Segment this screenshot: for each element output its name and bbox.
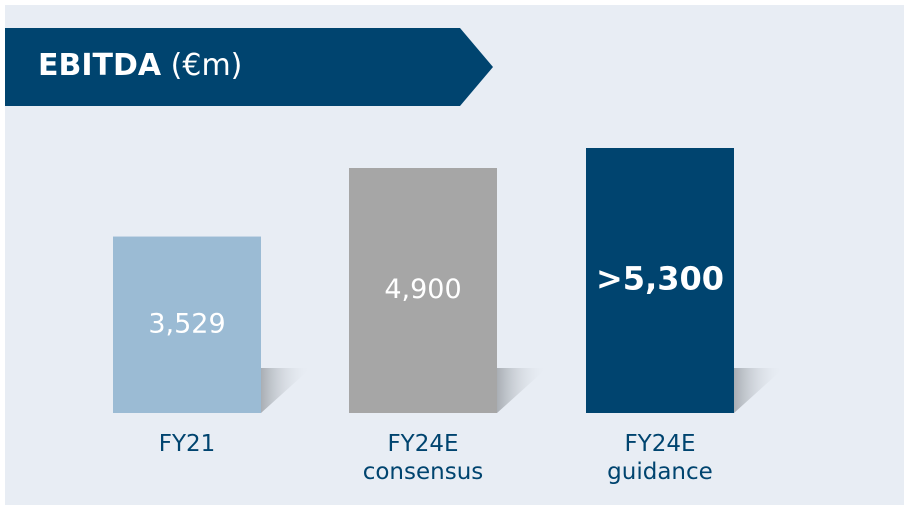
bar-shadow: [261, 368, 311, 413]
title-unit: (€m): [170, 48, 243, 83]
title-main: EBITDA: [38, 48, 162, 83]
bar-shadow: [497, 368, 547, 413]
bar: [586, 148, 734, 413]
title: EBITDA (€m): [38, 46, 242, 86]
category-label: FY24E consensus: [362, 431, 484, 485]
value-label: 4,900: [384, 274, 461, 305]
value-label: 3,529: [148, 308, 225, 339]
bar: [349, 168, 497, 413]
bar: [113, 236, 261, 413]
category-label: FY21: [158, 431, 216, 457]
value-label: >5,300: [596, 260, 724, 298]
category-label: FY24E guidance: [607, 431, 713, 485]
title-banner: [5, 28, 493, 106]
bar-shadow: [734, 368, 784, 413]
